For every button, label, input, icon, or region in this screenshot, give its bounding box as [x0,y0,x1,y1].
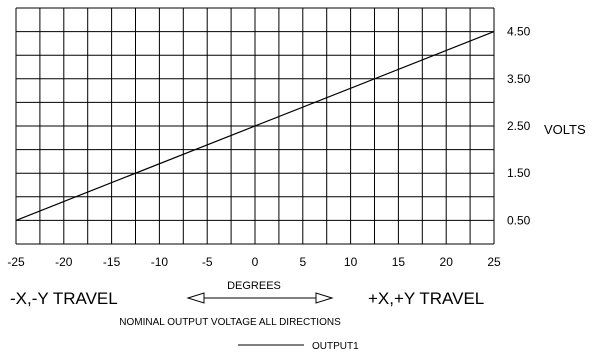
left-travel-label: -X,-Y TRAVEL [10,289,118,308]
x-tick-label: -10 [151,255,169,269]
y-tick-label: 3.50 [507,72,531,86]
left-arrow [186,292,254,304]
legend-label-output1: OUTPUT1 [312,341,359,352]
y-tick-label: 4.50 [507,25,531,39]
x-tick-label: 10 [344,255,358,269]
x-tick-label: 15 [392,255,406,269]
y-tick-label: 1.50 [507,166,531,180]
right-travel-label: +X,+Y TRAVEL [368,289,484,308]
chart-series [15,31,495,221]
x-tick-label: -20 [55,255,73,269]
chart-grid [15,7,495,245]
x-tick-label: -25 [7,255,25,269]
y-tick-label: 2.50 [507,119,531,133]
y-tick-label: 0.50 [507,213,531,227]
x-tick-label: 0 [252,255,259,269]
x-axis-label: DEGREES [227,280,281,292]
legend: OUTPUT1 [238,341,359,352]
x-tick-label: 25 [487,255,501,269]
chart-caption: NOMINAL OUTPUT VOLTAGE ALL DIRECTIONS [119,317,341,328]
x-tick-label: -15 [103,255,121,269]
right-arrow [254,292,334,304]
x-tick-label: 20 [440,255,454,269]
chart-ticks: -25 -20 -15 -10 -5 0 5 10 15 20 25 4.50 3.50 2.50 1.50… [7,25,530,269]
y-axis-unit-label: VOLTS [544,122,586,137]
x-tick-label: 5 [299,255,306,269]
x-tick-label: -5 [202,255,213,269]
series-line-output1 [15,31,495,221]
